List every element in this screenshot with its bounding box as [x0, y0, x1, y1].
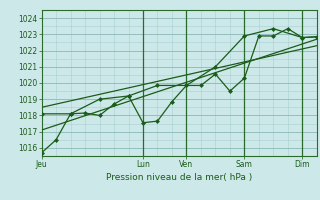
X-axis label: Pression niveau de la mer( hPa ): Pression niveau de la mer( hPa ) [106, 173, 252, 182]
